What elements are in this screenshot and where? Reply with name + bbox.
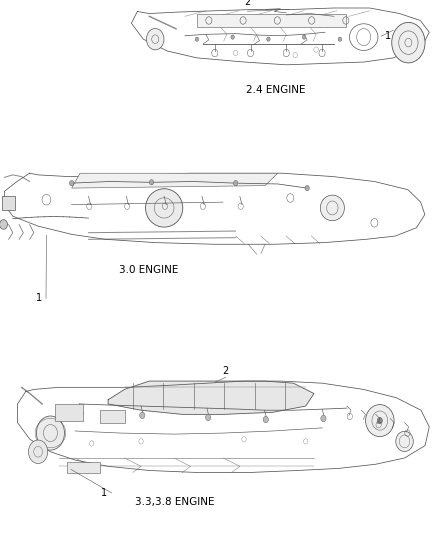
Polygon shape (72, 173, 278, 188)
Polygon shape (67, 462, 100, 473)
Circle shape (195, 37, 199, 42)
Polygon shape (55, 404, 83, 421)
Text: 1: 1 (101, 488, 107, 498)
Polygon shape (197, 13, 346, 27)
Circle shape (321, 415, 326, 422)
Ellipse shape (320, 195, 344, 221)
Circle shape (233, 181, 238, 186)
Text: 2.4 ENGINE: 2.4 ENGINE (246, 85, 306, 95)
Text: 2: 2 (223, 366, 229, 376)
Circle shape (267, 37, 270, 42)
Circle shape (377, 417, 382, 424)
Ellipse shape (396, 431, 413, 451)
Circle shape (231, 35, 234, 39)
Ellipse shape (366, 405, 394, 437)
Circle shape (78, 410, 83, 416)
Polygon shape (2, 196, 15, 211)
Polygon shape (100, 410, 124, 423)
Circle shape (36, 416, 64, 450)
Circle shape (302, 35, 306, 39)
Circle shape (305, 185, 309, 191)
Circle shape (146, 28, 164, 50)
Circle shape (140, 412, 145, 418)
Circle shape (338, 37, 342, 42)
Text: 3.3,3.8 ENGINE: 3.3,3.8 ENGINE (135, 497, 215, 507)
Polygon shape (108, 381, 314, 414)
Circle shape (28, 440, 48, 464)
Circle shape (392, 22, 425, 63)
Text: 2: 2 (244, 0, 251, 7)
Circle shape (263, 416, 268, 423)
Text: 3.0 ENGINE: 3.0 ENGINE (119, 265, 179, 276)
Circle shape (205, 414, 211, 421)
Circle shape (149, 180, 154, 185)
Text: 1: 1 (385, 31, 392, 41)
Circle shape (0, 220, 7, 229)
Text: 1: 1 (35, 294, 42, 303)
Circle shape (70, 181, 74, 186)
Ellipse shape (145, 189, 183, 227)
